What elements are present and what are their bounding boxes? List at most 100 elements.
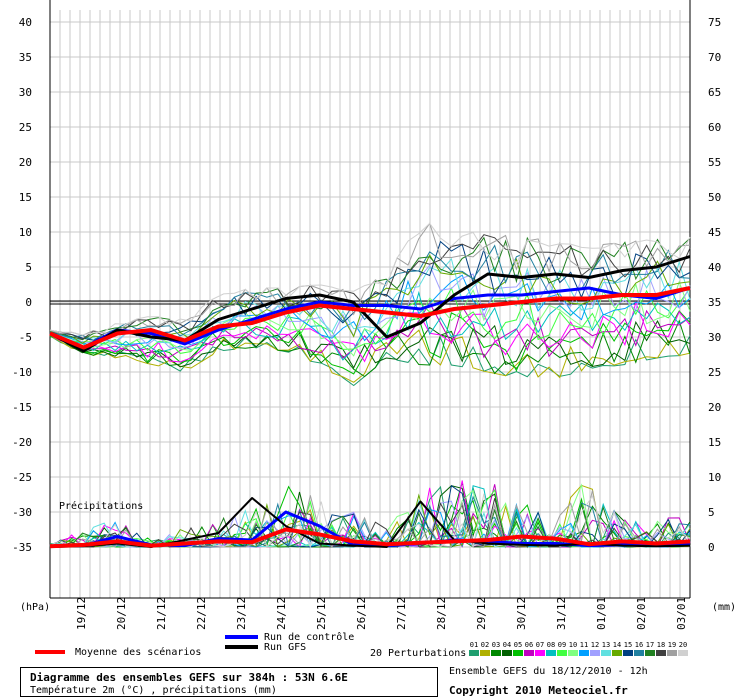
right-tick-label: 30 [708, 331, 721, 344]
legend-perturbation-swatch [612, 650, 622, 656]
legend-perturbation-swatch [502, 650, 512, 656]
legend-perturbation-number: 08 [547, 641, 555, 649]
legend-perturbation-number: 10 [569, 641, 577, 649]
left-tick-label: 5 [25, 261, 32, 274]
legend-perturbation-number: 09 [558, 641, 566, 649]
legend-perturbation-swatch [524, 650, 534, 656]
chart-title: Diagramme des ensembles GEFS sur 384h : … [30, 671, 348, 684]
perturbation-temperature-line [49, 319, 691, 378]
legend-perturbation-swatch [678, 650, 688, 656]
legend-perturbation-swatch [623, 650, 633, 656]
date-tick-label: 01/01 [595, 597, 608, 630]
left-tick-label: 0 [25, 296, 32, 309]
right-tick-label: 40 [708, 261, 721, 274]
perturbation-precipitation-line [49, 485, 691, 549]
perturbation-temperature-line [49, 290, 691, 361]
left-tick-label: -30 [12, 506, 32, 519]
legend-perturbation-swatch [656, 650, 666, 656]
legend-perturbation-swatch [469, 650, 479, 656]
right-tick-label: 75 [708, 16, 721, 29]
right-tick-label: 60 [708, 121, 721, 134]
date-tick-label: 23/12 [235, 597, 248, 630]
date-tick-label: 28/12 [435, 597, 448, 630]
legend-perturbation-number: 14 [613, 641, 621, 649]
date-tick-label: 20/12 [115, 597, 128, 630]
legend-perturbation-swatch [546, 650, 556, 656]
left-tick-label: -35 [12, 541, 32, 554]
control-temperature-line [49, 286, 691, 349]
left-tick-label: -15 [12, 401, 32, 414]
right-tick-label: 50 [708, 191, 721, 204]
gfs-temperature-line [49, 255, 691, 353]
date-tick-label: 30/12 [515, 597, 528, 630]
title-box: Diagramme des ensembles GEFS sur 384h : … [20, 667, 438, 697]
left-tick-label: 20 [19, 156, 32, 169]
legend-perturbation-swatch [513, 650, 523, 656]
tick-labels: 4035302520151050-5-10-15-20-25-30-357570… [12, 16, 736, 630]
mean-precipitation-line [49, 527, 691, 549]
legend-perturbation-number: 15 [624, 641, 632, 649]
left-tick-label: 30 [19, 86, 32, 99]
legend-perturbation-number: 02 [481, 641, 489, 649]
legend-perturbation-swatch [535, 650, 545, 656]
legend-perturbation-number: 01 [470, 641, 478, 649]
left-tick-label: 35 [19, 51, 32, 64]
legend: Moyenne des scénarios Run de contrôleRun … [35, 631, 688, 659]
left-tick-label: -10 [12, 366, 32, 379]
main-lines [49, 255, 691, 549]
legend-perturbation-number: 05 [514, 641, 522, 649]
left-tick-label: 25 [19, 121, 32, 134]
legend-perturbation-number: 04 [503, 641, 511, 649]
left-tick-label: -5 [19, 331, 32, 344]
left-tick-label: 40 [19, 16, 32, 29]
legend-perturbation-number: 12 [591, 641, 599, 649]
legend-perturbation-swatch [579, 650, 589, 656]
right-tick-label: 15 [708, 436, 721, 449]
date-tick-label: 19/12 [75, 597, 88, 630]
legend-control-label: Run de contrôle [264, 631, 354, 643]
right-tick-label: 45 [708, 226, 721, 239]
perturbation-temperature-line [49, 257, 691, 344]
legend-perturbation-number: 17 [646, 641, 654, 649]
copyright: Copyright 2010 Meteociel.fr [449, 684, 628, 697]
right-tick-label: 65 [708, 86, 721, 99]
date-tick-label: 29/12 [475, 597, 488, 630]
legend-perturbation-swatch [491, 650, 501, 656]
perturbation-temperature-line [49, 286, 691, 354]
perturbation-temperature-line [49, 300, 691, 363]
right-tick-label: 25 [708, 366, 721, 379]
legend-mean-label: Moyenne des scénarios [75, 646, 201, 658]
right-tick-label: 10 [708, 471, 721, 484]
legend-perturbation-number: 11 [580, 641, 588, 649]
date-tick-label: 22/12 [195, 597, 208, 630]
left-tick-label: 15 [19, 191, 32, 204]
legend-perturbation-number: 19 [668, 641, 676, 649]
right-tick-label: 20 [708, 401, 721, 414]
right-tick-label: 55 [708, 156, 721, 169]
legend-perturbation-swatch [645, 650, 655, 656]
legend-perturbation-number: 18 [657, 641, 665, 649]
date-tick-label: 26/12 [355, 597, 368, 630]
legend-perturbation-swatch [480, 650, 490, 656]
left-tick-label: -25 [12, 471, 32, 484]
legend-gfs-label: Run GFS [264, 642, 306, 653]
date-tick-label: 27/12 [395, 597, 408, 630]
precipitation-label: Précipitations [59, 500, 143, 512]
legend-perturbation-number: 20 [679, 641, 687, 649]
right-tick-label: 70 [708, 51, 721, 64]
date-tick-label: 02/01 [635, 597, 648, 630]
legend-perturbation-swatch [667, 650, 677, 656]
date-tick-label: 31/12 [555, 597, 568, 630]
perturbation-temperature-line [49, 222, 691, 336]
legend-perturbation-number: 16 [635, 641, 643, 649]
legend-perturbation-swatch [634, 650, 644, 656]
legend-perturbations-label: 20 Perturbations [370, 648, 466, 659]
date-tick-label: 21/12 [155, 597, 168, 630]
right-tick-label: 35 [708, 296, 721, 309]
legend-perturbation-number: 06 [525, 641, 533, 649]
legend-perturbation-swatch [568, 650, 578, 656]
left-tick-label: -20 [12, 436, 32, 449]
legend-perturbation-swatch [557, 650, 567, 656]
run-info: Ensemble GEFS du 18/12/2010 - 12h [449, 666, 648, 677]
